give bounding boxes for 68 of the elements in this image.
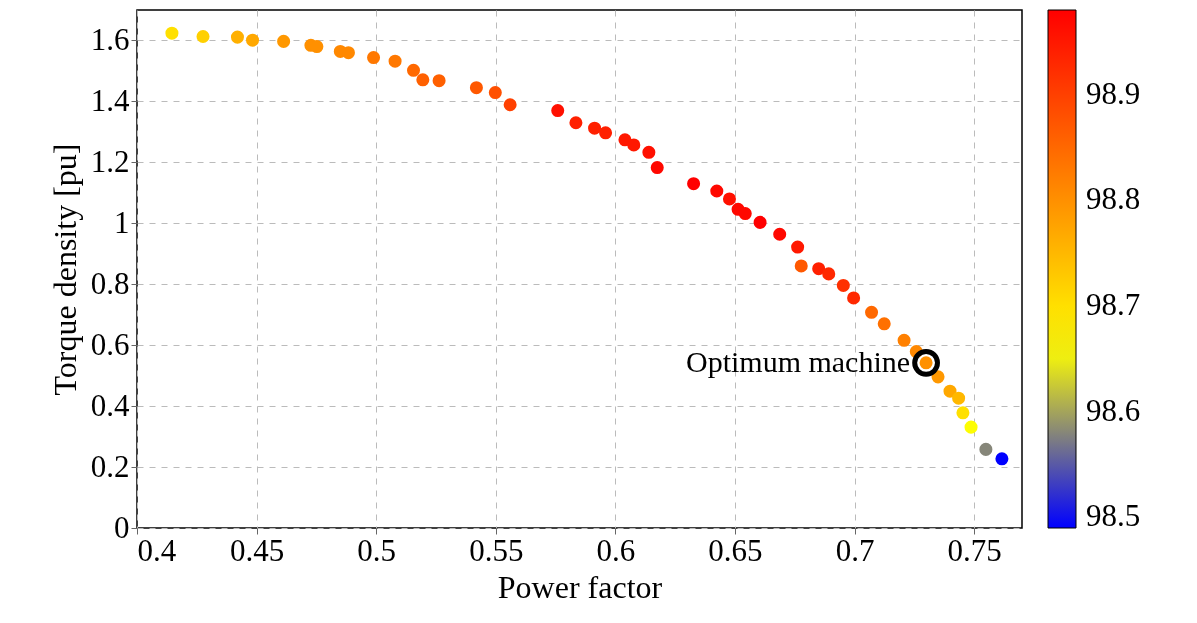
point — [791, 240, 805, 254]
x-tick-label: 0.65 — [708, 532, 763, 568]
point — [310, 40, 324, 54]
point — [847, 291, 861, 305]
point — [877, 317, 891, 331]
point — [738, 207, 752, 221]
annotation: Optimum machine — [685, 344, 911, 378]
point — [687, 177, 701, 191]
y-tick-label: 1 — [114, 204, 130, 240]
y-tick-label: 1.6 — [90, 21, 130, 57]
y-tick-label: 0.8 — [90, 265, 130, 301]
point — [599, 126, 613, 140]
x-tick-label: 0.7 — [835, 532, 875, 568]
point — [642, 145, 656, 159]
point — [627, 138, 641, 152]
point — [488, 86, 502, 100]
point — [836, 278, 850, 292]
x-axis-title: Power factor — [497, 568, 663, 605]
x-tick-label: 0.5 — [357, 532, 397, 568]
point — [432, 74, 446, 88]
point — [367, 51, 381, 65]
y-tick-label: 0.2 — [90, 448, 130, 484]
y-tick-label: 1.2 — [90, 143, 130, 179]
point — [710, 184, 724, 198]
point — [165, 26, 179, 40]
point — [964, 420, 978, 434]
y-tick-label: 0.6 — [90, 326, 130, 362]
point — [995, 452, 1009, 466]
point — [979, 442, 993, 456]
point — [416, 73, 430, 87]
color-bar-label: 98.5 — [1086, 498, 1141, 534]
point — [588, 121, 602, 135]
point — [246, 33, 260, 47]
x-tick-label: 0.55 — [469, 532, 524, 568]
point — [722, 192, 736, 206]
y-axis-title: Torque density [pu] — [46, 143, 83, 396]
point — [406, 63, 421, 77]
point — [952, 391, 966, 405]
point — [897, 333, 911, 347]
point — [388, 54, 402, 68]
color-bar-label: 98.7 — [1086, 287, 1141, 322]
point — [551, 104, 565, 118]
point — [569, 116, 583, 130]
x-tick-label: 0.4 — [137, 532, 177, 568]
point — [503, 98, 517, 112]
y-tick-label: 0.4 — [90, 387, 130, 423]
point — [650, 161, 664, 175]
point — [865, 305, 879, 319]
point — [773, 227, 787, 241]
point — [341, 46, 355, 60]
x-tick-label: 0.75 — [947, 532, 1002, 568]
point — [794, 259, 808, 273]
point — [956, 406, 970, 420]
x-tick-label: 0.45 — [229, 532, 285, 568]
color-bar-label: 98.9 — [1086, 75, 1141, 111]
point — [196, 30, 210, 44]
point — [753, 215, 767, 229]
y-tick-label: 1.4 — [90, 82, 130, 118]
point — [812, 262, 826, 276]
point — [943, 384, 957, 398]
color-bar-label: 98.8 — [1086, 181, 1141, 217]
y-tick-label: 0 — [114, 509, 130, 545]
x-tick-label: 0.6 — [596, 532, 636, 568]
point — [469, 81, 483, 95]
point — [277, 34, 291, 48]
point — [230, 30, 244, 44]
color-bar-label: 98.6 — [1086, 392, 1141, 428]
point — [822, 267, 836, 281]
